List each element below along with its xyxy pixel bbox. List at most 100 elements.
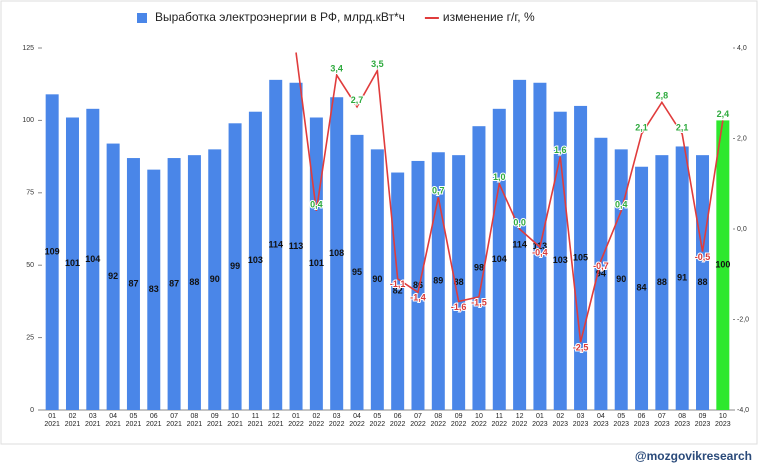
bar-value-label: 87 xyxy=(128,278,138,288)
bar-value-label: 114 xyxy=(512,239,527,249)
y-tick-label: 25 xyxy=(26,334,34,341)
line-value-label: -2,5 xyxy=(573,343,589,353)
line-value-label: -0,4 xyxy=(532,247,548,257)
line-value-label: 2,1 xyxy=(635,122,648,132)
bar-value-label: 84 xyxy=(637,283,647,293)
line-value-label: 0,4 xyxy=(310,199,323,209)
line-value-label: 3,4 xyxy=(330,64,343,74)
bar xyxy=(106,143,120,410)
bar-value-label: 90 xyxy=(210,274,220,284)
line xyxy=(295,52,724,343)
bar xyxy=(86,108,100,410)
x-tick-label: 01 2023 xyxy=(532,413,548,428)
bar-value-label: 99 xyxy=(230,261,240,271)
x-tick-label: 01 2021 xyxy=(44,413,60,428)
bar xyxy=(45,94,59,410)
x-tick-label: 05 2022 xyxy=(369,413,386,428)
x-tick-label: 10 2022 xyxy=(471,413,487,428)
bar xyxy=(411,160,425,410)
bar-value-label: 108 xyxy=(329,248,344,258)
bar xyxy=(635,166,649,410)
bar-value-label: 101 xyxy=(309,258,324,268)
y-tick-label: 0 xyxy=(30,407,34,414)
bar xyxy=(167,158,181,410)
x-tick-label: 11 2021 xyxy=(247,413,264,428)
x-tick-label: 03 2023 xyxy=(572,413,589,428)
line-value-label: -0,7 xyxy=(593,261,609,271)
x-tick-label: 05 2021 xyxy=(125,413,142,428)
bar-value-label: 104 xyxy=(85,254,100,264)
x-tick-label: 07 2022 xyxy=(410,413,426,428)
x-tick-label: 04 2021 xyxy=(105,413,121,428)
bar xyxy=(187,155,201,410)
bar xyxy=(614,149,628,411)
bar xyxy=(147,169,161,410)
bar-value-label: 94 xyxy=(596,268,606,278)
bar-value-label: 104 xyxy=(492,254,507,264)
bar xyxy=(452,155,466,410)
bar-value-label: 92 xyxy=(108,271,118,281)
legend-label: изменение г/г, % xyxy=(443,10,535,24)
legend-swatch xyxy=(137,13,147,23)
bar-value-label: 109 xyxy=(45,247,60,257)
y2-tick-label: 4,0 xyxy=(737,45,747,52)
bar-value-label: 91 xyxy=(677,273,687,283)
line-value-label: -1,6 xyxy=(451,302,467,312)
bar-value-label: 86 xyxy=(413,280,423,290)
bar xyxy=(350,134,364,410)
line-value-label: 2,1 xyxy=(676,122,689,132)
bar xyxy=(696,155,710,410)
x-tick-label: 12 2021 xyxy=(267,413,284,428)
y-tick-label: 50 xyxy=(26,262,34,269)
y2-tick-label: -2,0 xyxy=(737,316,749,323)
x-tick-label: 05 2023 xyxy=(613,413,629,428)
x-tick-label: 09 2021 xyxy=(206,413,223,428)
x-tick-label: 03 2022 xyxy=(328,413,345,428)
bar-value-label: 87 xyxy=(169,278,179,288)
bar-value-label: 83 xyxy=(149,284,159,294)
bar-value-label: 88 xyxy=(698,277,708,287)
y2-tick-label: -4,0 xyxy=(737,407,749,414)
bar-value-label: 100 xyxy=(715,260,730,270)
bar-value-label: 89 xyxy=(433,276,443,286)
x-tick-label: 02 2023 xyxy=(552,413,569,428)
y2-tick-label: 2,0 xyxy=(737,135,747,142)
line-value-label: 0,7 xyxy=(432,186,445,196)
bar-value-label: 90 xyxy=(616,274,626,284)
line-value-label: 1,0 xyxy=(493,172,506,182)
x-tick-label: 03 2021 xyxy=(85,413,101,428)
bar xyxy=(675,146,689,411)
bar xyxy=(208,149,222,411)
bar xyxy=(126,158,140,410)
bar xyxy=(391,172,405,410)
x-tick-label: 04 2022 xyxy=(349,413,365,428)
line-value-label: -0,5 xyxy=(695,252,711,262)
legend-label: Выработка электроэнергии в РФ, млрд.кВт*… xyxy=(155,10,405,24)
x-tick-label: 06 2023 xyxy=(633,413,650,428)
bar-value-label: 88 xyxy=(189,277,199,287)
x-tick-label: 10 2021 xyxy=(227,413,243,428)
bar xyxy=(655,155,669,410)
x-tick-label: 07 2021 xyxy=(166,413,182,428)
bar-value-label: 88 xyxy=(454,277,464,287)
bar xyxy=(492,108,506,410)
bar-value-label: 103 xyxy=(553,255,568,265)
x-tick-label: 08 2021 xyxy=(186,413,203,428)
bar xyxy=(370,149,384,411)
x-tick-label: 02 2022 xyxy=(308,413,325,428)
bar-value-label: 82 xyxy=(393,286,403,296)
bar xyxy=(269,79,283,410)
bar xyxy=(594,137,608,410)
line-value-label: 0,4 xyxy=(615,199,628,209)
bar xyxy=(574,105,588,411)
bar xyxy=(472,126,486,410)
x-tick-label: 06 2021 xyxy=(145,413,162,428)
y-tick-label: 125 xyxy=(22,45,34,52)
line-value-label: 2,4 xyxy=(717,109,730,119)
y-tick-label: 100 xyxy=(22,117,34,124)
line-value-label: 3,5 xyxy=(371,59,384,69)
bar xyxy=(248,111,262,410)
bar-value-label: 105 xyxy=(573,252,588,262)
bar-value-label: 113 xyxy=(289,241,304,251)
